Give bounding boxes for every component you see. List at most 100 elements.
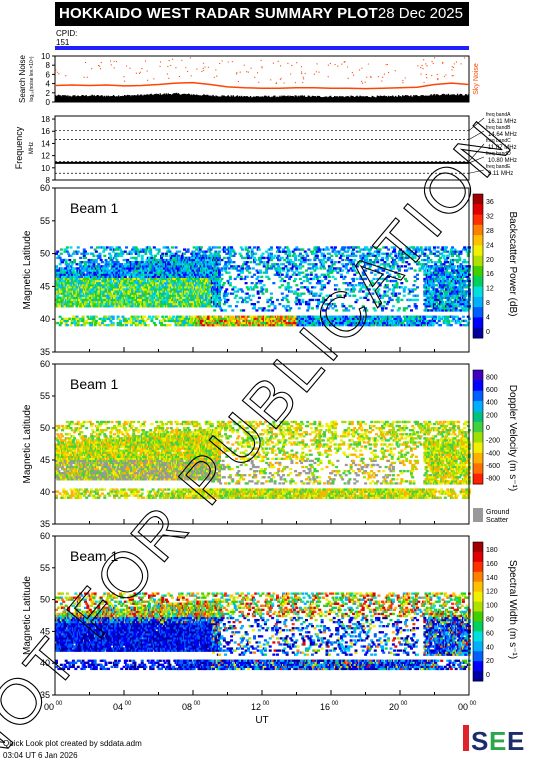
scatter-cell — [287, 284, 290, 286]
scatter-cell — [218, 263, 221, 265]
scatter-cell — [218, 305, 221, 307]
scatter-cell — [284, 265, 287, 267]
sky-noise-point — [258, 82, 259, 83]
scatter-cell — [274, 305, 277, 307]
scatter-cell — [233, 255, 236, 257]
freq-ytick-label: 16 — [41, 127, 50, 136]
scatter-cell — [305, 276, 308, 278]
scatter-cell — [258, 248, 261, 250]
sky-noise-point — [426, 65, 427, 66]
scatter-cell — [171, 253, 174, 255]
scatter-cell — [225, 288, 228, 290]
scatter-cell — [121, 305, 124, 307]
scatter-cell — [298, 301, 301, 303]
scatter-cell — [169, 316, 172, 318]
scatter-cell — [240, 288, 243, 290]
scatter-cell — [289, 259, 292, 261]
scatter-cell — [148, 246, 151, 248]
scatter-cell — [158, 248, 161, 250]
scatter-cell — [327, 259, 330, 261]
sky-noise-point — [420, 67, 421, 68]
sky-noise-point — [347, 66, 348, 67]
scatter-cell — [243, 278, 246, 280]
sky-noise-point — [55, 69, 56, 70]
scatter-cell — [120, 255, 123, 257]
scatter-cell — [121, 324, 124, 326]
scatter-cell — [299, 259, 302, 261]
scatter-cell — [218, 272, 221, 274]
scatter-cell — [112, 303, 115, 305]
scatter-cell — [253, 257, 256, 259]
scatter-cell — [162, 318, 165, 320]
scatter-cell — [94, 324, 97, 326]
scatter-cell — [277, 248, 280, 250]
scatter-cell — [199, 248, 202, 250]
scatter-cell — [242, 309, 245, 311]
scatter-cell — [338, 251, 341, 253]
scatter-cell — [208, 246, 211, 248]
scatter-cell — [153, 276, 156, 278]
scatter-cell — [294, 257, 297, 259]
scatter-cell — [218, 257, 221, 259]
scatter-cell — [109, 255, 112, 257]
scatter-cell — [147, 324, 150, 326]
sky-noise-point — [384, 74, 385, 75]
scatter-cell — [154, 324, 157, 326]
scatter-cell — [153, 246, 156, 248]
scatter-cell — [305, 269, 308, 271]
sky-noise-point — [185, 67, 186, 68]
sky-noise-point — [116, 61, 117, 62]
sky-noise-point — [203, 70, 204, 71]
scatter-cell — [95, 320, 98, 322]
sky-noise-point — [302, 82, 303, 83]
scatter-cell — [165, 316, 168, 318]
scatter-cell — [253, 307, 256, 309]
cpid-label: CPID: — [56, 29, 77, 38]
sky-noise-point — [270, 79, 271, 80]
scatter-cell — [92, 318, 95, 320]
noise-ytick-label: 8 — [46, 61, 51, 70]
scatter-cell — [295, 303, 298, 305]
scatter-cell — [282, 305, 285, 307]
sky-noise-point — [58, 73, 59, 74]
sky-noise-point — [257, 72, 258, 73]
scatter-cell — [257, 301, 260, 303]
scatter-cell — [60, 322, 63, 324]
scatter-cell — [241, 248, 244, 250]
sky-noise-point — [170, 65, 171, 66]
scatter-cell — [265, 290, 268, 292]
scatter-cell — [109, 257, 112, 259]
sky-noise-point — [280, 65, 281, 66]
sky-noise-point — [65, 75, 66, 76]
sky-noise-point — [250, 68, 251, 69]
sky-noise-point — [451, 69, 452, 70]
scatter-cell — [229, 282, 232, 284]
sky-noise-point — [99, 66, 100, 67]
scatter-cell — [286, 257, 289, 259]
sky-noise-point — [240, 72, 241, 73]
scatter-cell — [263, 284, 266, 286]
scatter-cell — [247, 288, 250, 290]
scatter-cell — [236, 290, 239, 292]
sky-noise-point — [228, 61, 229, 62]
scatter-cell — [259, 259, 262, 261]
scatter-cell — [241, 290, 244, 292]
sky-noise-point — [295, 82, 296, 83]
scatter-cell — [298, 274, 301, 276]
scatter-cell — [195, 248, 198, 250]
scatter-cell — [56, 295, 59, 297]
sky-noise-point — [365, 82, 366, 83]
scatter-cell — [280, 280, 283, 282]
sky-noise-point — [437, 74, 438, 75]
scatter-cell — [300, 282, 303, 284]
scatter-cell — [294, 259, 297, 261]
freq-frame — [55, 116, 469, 180]
scatter-cell — [306, 286, 309, 288]
scatter-cell — [66, 251, 69, 253]
scatter-cell — [263, 263, 266, 265]
scatter-cell — [85, 301, 88, 303]
scatter-cell — [136, 248, 139, 250]
scatter-cell — [304, 257, 307, 259]
sky-noise-point — [348, 78, 349, 79]
scatter-cell — [76, 253, 79, 255]
